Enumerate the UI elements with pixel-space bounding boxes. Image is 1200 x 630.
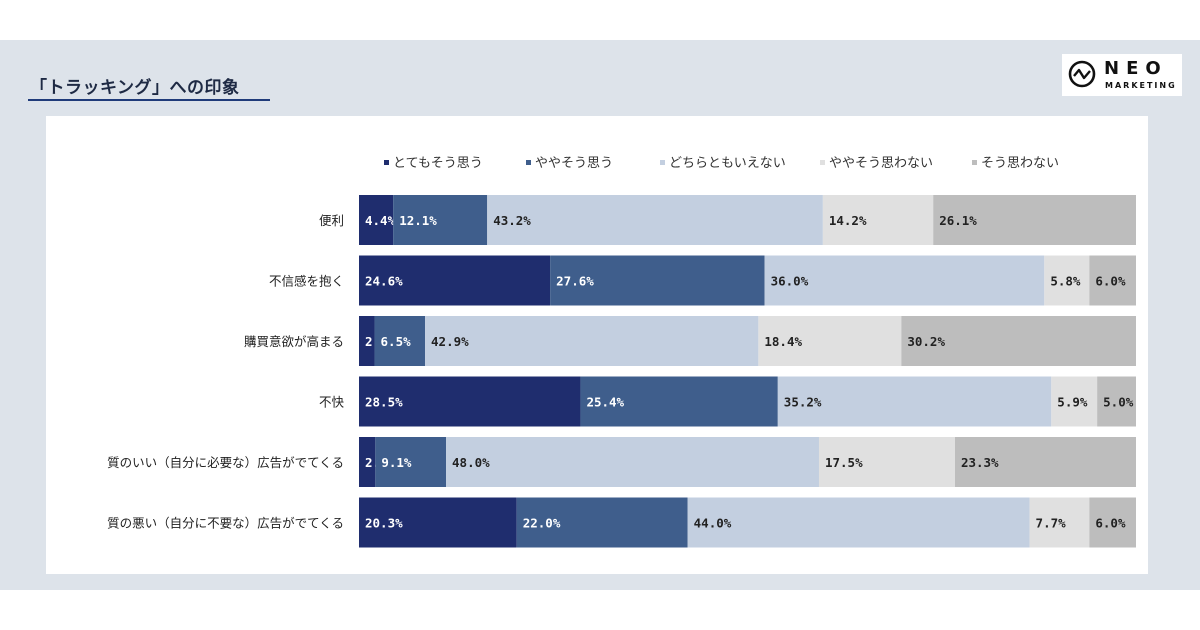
category-label: 購買意欲が高まる <box>244 334 344 349</box>
bar-segment <box>1044 255 1090 306</box>
bar-segment <box>933 195 1136 245</box>
data-label: 43.2% <box>493 213 531 228</box>
bar-segment <box>1089 497 1136 548</box>
data-label: 30.2% <box>907 334 945 349</box>
bar-segment <box>487 195 823 245</box>
bar-segment <box>764 255 1045 306</box>
chart-panel: とてもそう思う ややそう思う どちらともいえない ややそう思わない そう思わない便利 4.… <box>46 116 1148 574</box>
data-label: 26.1% <box>939 213 977 228</box>
legend-label: とてもそう思う <box>393 156 483 171</box>
data-label: 7.7% <box>1036 516 1067 531</box>
data-label: 48.0% <box>452 455 490 470</box>
bar-segment <box>687 497 1030 548</box>
legend-label: そう思わない <box>981 156 1059 171</box>
data-label: 14.2% <box>829 213 867 228</box>
legend-swatch <box>820 160 825 165</box>
bar-segment <box>375 437 447 487</box>
bar-segment <box>1029 497 1090 548</box>
bar-segment <box>1097 376 1136 427</box>
bar-segment <box>777 376 1052 427</box>
data-label: 36.0% <box>771 274 809 289</box>
pulse-circle-icon <box>1068 60 1096 88</box>
data-label: 6.0% <box>1095 274 1126 289</box>
bar-segment <box>822 195 934 245</box>
data-label: 18.4% <box>764 334 802 349</box>
data-label: 24.6% <box>365 274 403 289</box>
bar-segment <box>359 316 375 366</box>
legend-label: どちらともいえない <box>669 156 786 171</box>
legend-label: ややそう思う <box>535 156 613 171</box>
data-label: 27.6% <box>556 274 594 289</box>
data-label: 6.0% <box>1095 516 1126 531</box>
data-label: 17.5% <box>825 455 863 470</box>
category-label: 質の悪い（自分に不要な）広告がでてくる <box>107 516 344 531</box>
page-title: 「トラッキング」への印象 <box>30 78 240 98</box>
data-label: 42.9% <box>431 334 469 349</box>
bar-segment <box>446 437 819 487</box>
legend-swatch <box>526 160 531 165</box>
bar-segment <box>359 437 376 487</box>
data-label: 44.0% <box>694 516 732 531</box>
neo-marketing-logo: NEO MARKETING <box>1062 54 1182 96</box>
data-label: 9.1% <box>381 455 412 470</box>
data-label: 23.3% <box>961 455 999 470</box>
legend-label: ややそう思わない <box>829 156 933 171</box>
data-label: 20.3% <box>365 516 403 531</box>
bar-segment <box>818 437 955 487</box>
bar-segment <box>901 316 1136 366</box>
data-label: 5.9% <box>1057 395 1088 410</box>
bar-segment <box>1051 376 1098 427</box>
category-label: 質のいい（自分に必要な）広告がでてくる <box>107 455 344 470</box>
bar-segment <box>1089 255 1136 306</box>
data-label: 22.0% <box>523 516 561 531</box>
data-label: 5.8% <box>1050 274 1081 289</box>
bar-segment <box>359 255 551 306</box>
bar-segment <box>393 195 488 245</box>
bar-segment <box>425 316 759 366</box>
data-label: 25.4% <box>586 395 624 410</box>
category-label: 不信感を抱く <box>269 274 344 289</box>
legend-swatch <box>972 160 977 165</box>
bar-segment <box>516 497 688 548</box>
bar-segment <box>758 316 902 366</box>
title-underline <box>28 99 270 101</box>
bar-segment <box>359 497 517 548</box>
data-label: 6.5% <box>381 334 412 349</box>
data-label: 5.0% <box>1103 395 1134 410</box>
category-label: 不快 <box>319 395 345 410</box>
bar-segment <box>359 195 394 245</box>
data-label: 12.1% <box>399 213 437 228</box>
legend-swatch <box>660 160 665 165</box>
category-label: 便利 <box>319 213 344 228</box>
bar-segment <box>374 316 426 366</box>
bar-segment <box>580 376 778 427</box>
bar-segment <box>954 437 1136 487</box>
logo-name: NEO <box>1104 58 1168 79</box>
data-label: 4.4% <box>365 213 396 228</box>
bar-segment <box>550 255 765 306</box>
logo-subtitle: MARKETING <box>1105 81 1177 90</box>
legend-swatch <box>384 160 389 165</box>
data-label: 28.5% <box>365 395 403 410</box>
data-label: 35.2% <box>784 395 822 410</box>
bar-segment <box>359 376 581 427</box>
